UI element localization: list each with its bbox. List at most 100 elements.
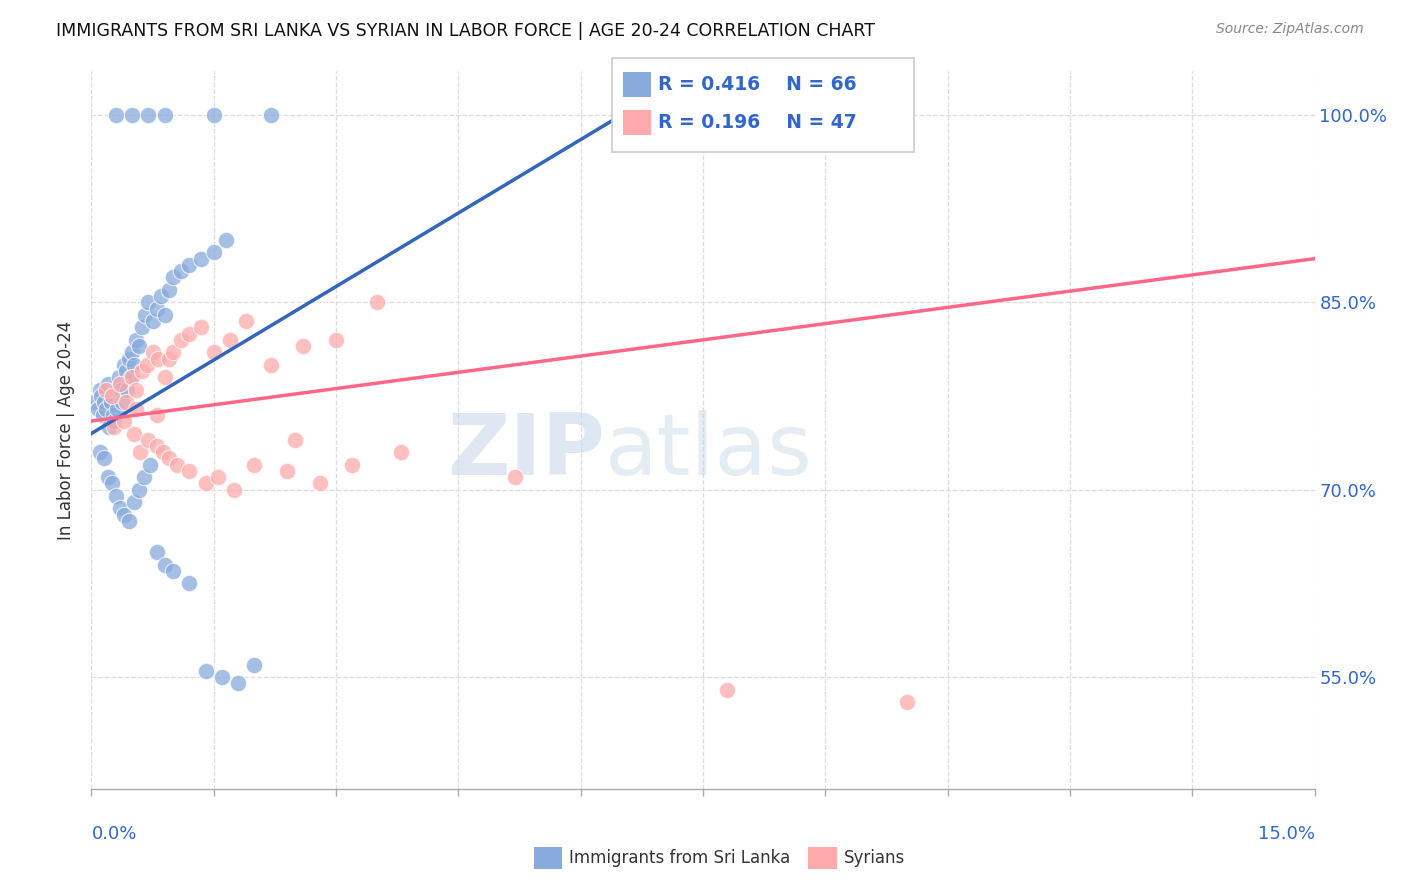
Point [129, 445, 152, 459]
Point [135, 358, 157, 372]
Point [121, 370, 143, 384]
Point [389, 445, 412, 459]
Point [243, 657, 266, 672]
Point [145, 301, 167, 316]
Point [179, 258, 201, 272]
Text: R = 0.416    N = 66: R = 0.416 N = 66 [658, 75, 856, 95]
Point [104, 489, 127, 503]
Point [170, 264, 193, 278]
Point [103, 420, 125, 434]
Point [716, 682, 738, 697]
Point [121, 345, 143, 359]
Point [112, 358, 135, 372]
Point [107, 401, 129, 416]
Point [112, 414, 135, 428]
Point [101, 389, 124, 403]
Point [366, 295, 388, 310]
Y-axis label: In Labor Force | Age 20-24: In Labor Force | Age 20-24 [58, 321, 76, 540]
Point [194, 664, 217, 678]
Point [104, 108, 127, 122]
Point [149, 289, 172, 303]
Point [308, 476, 330, 491]
Point [108, 370, 131, 384]
Point [166, 458, 188, 472]
Point [148, 351, 170, 366]
Point [243, 458, 266, 472]
Text: Syrians: Syrians [844, 849, 905, 867]
Point [97, 376, 120, 391]
Point [276, 464, 298, 478]
Point [162, 270, 184, 285]
Point [152, 445, 174, 459]
Point [128, 483, 150, 497]
Point [97, 470, 120, 484]
Point [145, 439, 167, 453]
Point [122, 495, 145, 509]
Point [157, 351, 180, 366]
Point [138, 295, 160, 310]
Point [112, 508, 135, 522]
Point [145, 545, 167, 559]
Text: 0.0%: 0.0% [91, 825, 136, 843]
Point [111, 395, 134, 409]
Point [284, 433, 307, 447]
Point [219, 333, 242, 347]
Point [157, 451, 180, 466]
Point [134, 470, 156, 484]
Point [138, 108, 160, 122]
Point [194, 476, 217, 491]
Point [104, 383, 127, 397]
Point [157, 283, 180, 297]
Text: atlas: atlas [605, 410, 813, 493]
Point [190, 320, 212, 334]
Point [179, 326, 201, 341]
Point [101, 408, 124, 422]
Text: ZIP: ZIP [447, 410, 605, 493]
Point [141, 345, 163, 359]
Point [202, 345, 225, 359]
Point [122, 358, 145, 372]
Point [100, 395, 122, 409]
Point [215, 233, 238, 247]
Point [145, 408, 167, 422]
Text: Immigrants from Sri Lanka: Immigrants from Sri Lanka [569, 849, 790, 867]
Point [122, 426, 145, 441]
Point [896, 695, 918, 709]
Point [98, 420, 121, 434]
Point [117, 383, 139, 397]
Point [108, 501, 131, 516]
Point [118, 351, 141, 366]
Point [131, 364, 153, 378]
Point [118, 514, 141, 528]
Point [93, 395, 115, 409]
Point [260, 358, 283, 372]
Point [87, 401, 110, 416]
Point [89, 445, 111, 459]
Point [94, 401, 117, 416]
Point [226, 676, 249, 690]
Point [162, 345, 184, 359]
Point [110, 383, 132, 397]
Point [153, 108, 176, 122]
Point [128, 339, 150, 353]
Point [292, 339, 315, 353]
Point [121, 108, 143, 122]
Point [89, 383, 111, 397]
Text: Source: ZipAtlas.com: Source: ZipAtlas.com [1216, 22, 1364, 37]
Point [222, 483, 246, 497]
Point [202, 108, 225, 122]
Point [125, 333, 148, 347]
Point [139, 458, 162, 472]
Point [108, 376, 131, 391]
Point [114, 364, 136, 378]
Point [162, 564, 184, 578]
Point [179, 464, 201, 478]
Point [125, 383, 148, 397]
Point [91, 408, 114, 422]
Point [153, 370, 176, 384]
Point [202, 245, 225, 260]
Point [103, 414, 125, 428]
Point [211, 670, 233, 684]
Point [170, 333, 193, 347]
Point [153, 558, 176, 572]
